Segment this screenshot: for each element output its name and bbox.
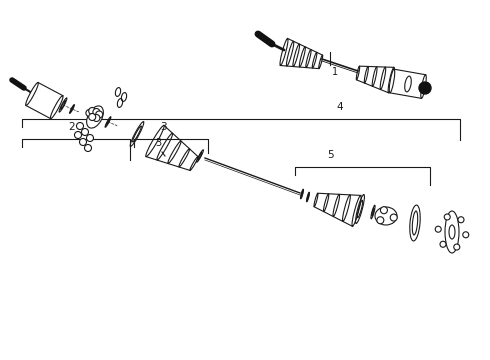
Circle shape [463,232,469,238]
Circle shape [93,108,100,116]
Circle shape [96,111,103,118]
Ellipse shape [50,96,63,119]
Ellipse shape [25,82,38,105]
Circle shape [74,131,81,139]
Circle shape [380,207,388,214]
Circle shape [377,217,384,224]
Ellipse shape [410,205,420,241]
Ellipse shape [375,207,397,225]
Text: 1: 1 [332,67,338,77]
Circle shape [89,108,96,114]
Circle shape [79,139,87,145]
Ellipse shape [87,106,103,128]
Circle shape [390,214,397,221]
Circle shape [435,226,441,232]
Text: 5: 5 [327,150,333,160]
Circle shape [454,244,460,250]
Circle shape [444,214,450,220]
Ellipse shape [445,211,459,253]
Text: 2: 2 [69,122,75,132]
Circle shape [87,135,94,141]
Ellipse shape [405,76,411,92]
Circle shape [458,217,464,223]
Text: 4: 4 [337,102,343,112]
Text: 3: 3 [160,122,166,132]
Circle shape [86,109,93,117]
Circle shape [84,144,92,152]
Circle shape [89,113,96,121]
Ellipse shape [421,75,426,98]
Circle shape [76,122,83,130]
Text: 3: 3 [155,138,161,148]
Circle shape [419,82,431,94]
Circle shape [81,129,89,135]
Circle shape [93,114,100,122]
Circle shape [440,241,446,247]
Ellipse shape [389,69,395,93]
